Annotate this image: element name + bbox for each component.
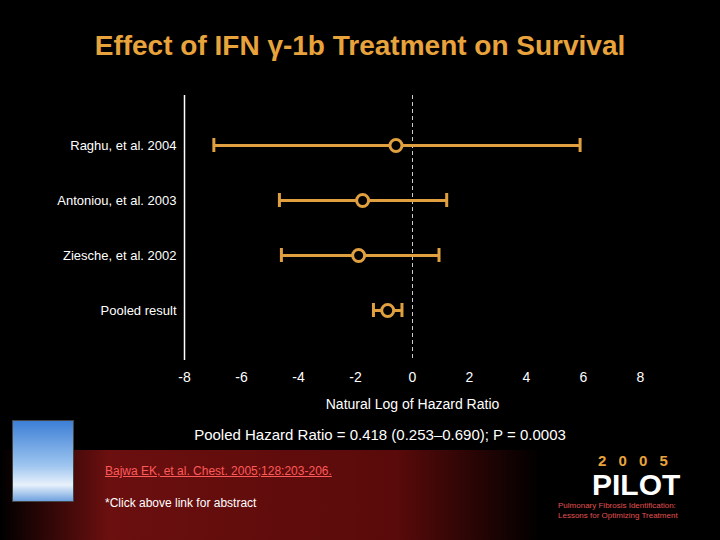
svg-text:-6: -6: [235, 369, 248, 385]
svg-text:2: 2: [466, 369, 474, 385]
html-text:2 0 0 5: 2 0 0 5: [598, 452, 672, 469]
svg-text:Ziesche, et al. 2002: Ziesche, et al. 2002: [63, 248, 176, 263]
svg-text:-4: -4: [292, 369, 305, 385]
svg-text:4: 4: [523, 369, 531, 385]
svg-text:Pooled result: Pooled result: [101, 303, 177, 318]
html-text:Bajwa EK, et al. Chest. 2005;1: Bajwa EK, et al. Chest. 2005;128:203-206…: [105, 464, 332, 478]
svg-text:6: 6: [580, 369, 588, 385]
html-text:Effect of IFN γ-1b Treatment o: Effect of IFN γ-1b Treatment on Survival: [94, 30, 626, 61]
html-text:Pooled Hazard Ratio = 0.418 (0: Pooled Hazard Ratio = 0.418 (0.253–0.690…: [194, 426, 566, 443]
svg-text:8: 8: [637, 369, 645, 385]
svg-text:Natural Log of Hazard Ratio: Natural Log of Hazard Ratio: [326, 396, 500, 412]
html-text:PILOT: PILOT: [592, 468, 681, 501]
svg-text:0: 0: [409, 369, 417, 385]
svg-text:Antoniou, et al. 2003: Antoniou, et al. 2003: [57, 193, 176, 208]
html-text:*Click above link for abstract: *Click above link for abstract: [105, 496, 257, 510]
svg-text:-2: -2: [349, 369, 362, 385]
html-text:Pulmonary Fibrosis Identificat: Pulmonary Fibrosis Identification: Lesso…: [558, 501, 678, 520]
svg-text:Raghu, et al. 2004: Raghu, et al. 2004: [70, 138, 176, 153]
svg-text:-8: -8: [178, 369, 191, 385]
